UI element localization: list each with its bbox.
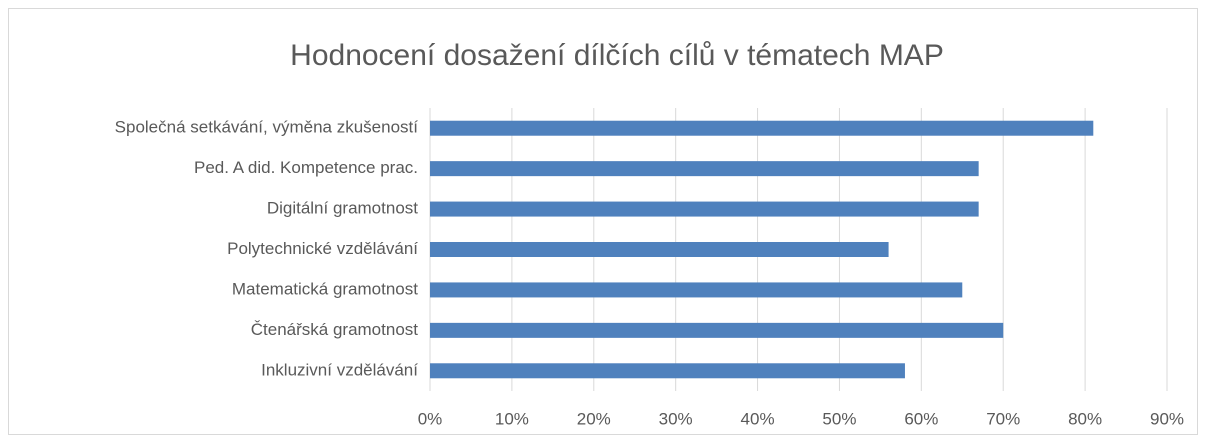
x-tick-label: 80% (1068, 409, 1102, 428)
x-tick-label: 20% (577, 409, 611, 428)
y-tick-label: Digitální gramotnost (267, 199, 418, 218)
x-tick-label: 50% (822, 409, 856, 428)
x-tick-label: 70% (986, 409, 1020, 428)
y-tick-label: Inkluzivní vzdělávání (261, 360, 418, 379)
x-tick-label: 90% (1150, 409, 1184, 428)
bar (430, 242, 889, 257)
x-tick-label: 40% (741, 409, 775, 428)
bar (430, 322, 1004, 338)
y-tick-label: Matematická gramotnost (232, 279, 418, 298)
x-tick-label: 10% (495, 409, 529, 428)
y-tick-label: Ped. A did. Kompetence prac. (194, 158, 418, 177)
x-tick-label: 0% (418, 409, 443, 428)
y-tick-label: Společná setkávání, výměna zkušeností (115, 118, 419, 137)
bar (430, 161, 979, 177)
bar (430, 120, 1094, 136)
y-tick-label: Čtenářská gramotnost (251, 320, 419, 339)
x-tick-label: 60% (904, 409, 938, 428)
x-tick-label: 30% (659, 409, 693, 428)
chart-title: Hodnocení dosažení dílčích cílů v témate… (290, 39, 944, 72)
bar (430, 363, 905, 379)
y-tick-label: Polytechnické vzdělávání (227, 239, 418, 258)
bar (430, 282, 963, 298)
bar (430, 201, 979, 217)
